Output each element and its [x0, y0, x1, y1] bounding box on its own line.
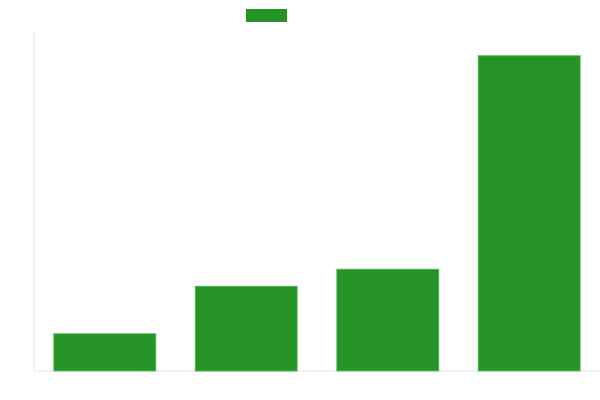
bar-1 — [53, 333, 157, 372]
bar-4 — [477, 55, 581, 372]
bar-2 — [194, 285, 298, 372]
bar-3 — [336, 268, 440, 372]
legend-swatch — [246, 9, 287, 22]
bars-group — [53, 55, 581, 372]
